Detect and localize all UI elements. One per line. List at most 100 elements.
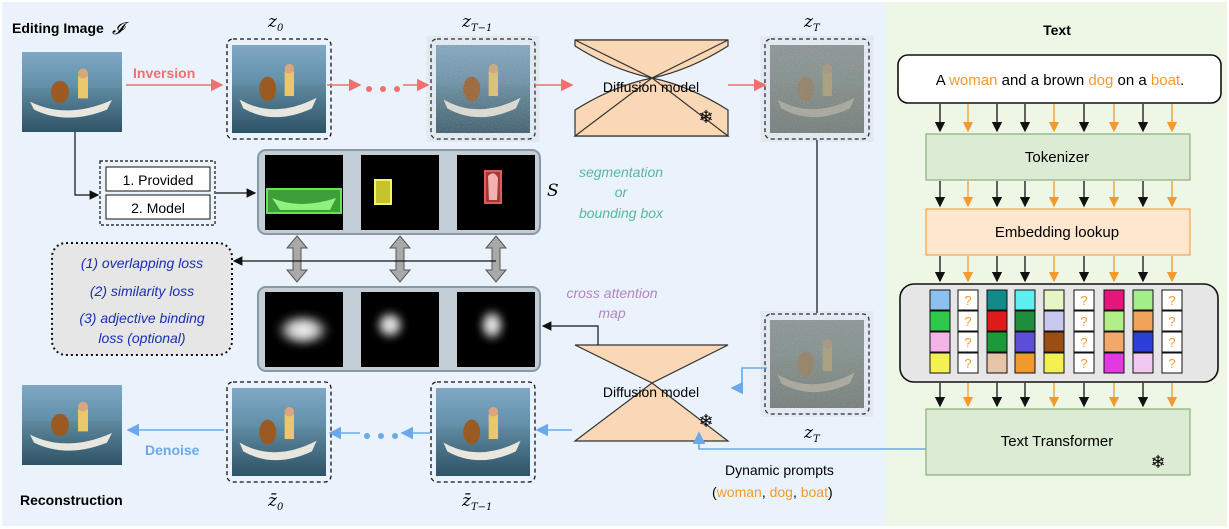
text-transformer-label: Text Transformer bbox=[1001, 433, 1114, 450]
embedding-cell bbox=[1043, 310, 1065, 332]
latent-zT1-sub: T−1 bbox=[471, 23, 492, 34]
loss-2: (2) similarity loss bbox=[90, 283, 194, 299]
diffusion-to-attention-arrow bbox=[541, 321, 599, 345]
mask-dog bbox=[361, 155, 439, 230]
attention-blob-dog bbox=[374, 309, 406, 341]
embedding-cell bbox=[929, 331, 951, 353]
embedding-cell bbox=[1014, 352, 1036, 374]
unknown-token-glyph: ? bbox=[1080, 335, 1087, 350]
embedding-cell bbox=[986, 310, 1008, 332]
dynamic-prompts-label: Dynamic prompts bbox=[725, 462, 834, 478]
source-option-model bbox=[105, 194, 211, 220]
embedding-cell bbox=[1103, 289, 1125, 311]
reconstruction-image bbox=[22, 385, 122, 465]
s-symbol: S bbox=[547, 181, 559, 201]
segmentation-text-2: or bbox=[615, 184, 629, 200]
latent-zbarT1-label: z̄ bbox=[461, 491, 472, 511]
embedding-cell bbox=[986, 331, 1008, 353]
latent-zT-image bbox=[764, 38, 870, 140]
embedding-cell-unknown bbox=[1161, 352, 1183, 374]
embedding-cell bbox=[1132, 352, 1154, 374]
diffusion-model-bottom bbox=[573, 344, 730, 442]
dynamic-word-boat: boat bbox=[801, 484, 828, 500]
ellipsis-dots-top bbox=[366, 86, 400, 92]
embedding-cell-unknown bbox=[1073, 310, 1095, 332]
zT-to-diffusion-arrow bbox=[730, 367, 767, 395]
latent-z0-sub: 0 bbox=[277, 23, 284, 34]
latent-zT-bottom-label: z bbox=[803, 423, 814, 443]
loss-3b: loss (optional) bbox=[98, 330, 185, 346]
latent-zT1-label: z bbox=[461, 12, 472, 32]
embedding-cell-unknown bbox=[957, 289, 979, 311]
embedding-cell-unknown bbox=[1161, 289, 1183, 311]
source-options-box bbox=[99, 160, 216, 226]
unknown-token-glyph: ? bbox=[1168, 356, 1175, 371]
embedding-cell-unknown bbox=[1161, 331, 1183, 353]
latent-zT1-image bbox=[430, 38, 536, 140]
unknown-token-glyph: ? bbox=[964, 293, 971, 308]
embedding-box bbox=[925, 208, 1191, 256]
loss-3a: (3) adjective binding bbox=[79, 310, 205, 326]
dynamic-prompts-words: (woman, dog, boat) bbox=[712, 484, 833, 500]
image-to-source-arrow bbox=[74, 132, 100, 200]
embedding-cell bbox=[1043, 352, 1065, 374]
embedding-cell-unknown bbox=[1073, 352, 1095, 374]
embedding-cell bbox=[986, 352, 1008, 374]
embedding-cell-unknown bbox=[957, 352, 979, 374]
dynamic-word-woman: woman bbox=[716, 484, 762, 500]
embedding-cell-unknown bbox=[1073, 331, 1095, 353]
token-arrows bbox=[934, 104, 1178, 408]
embedding-cell bbox=[929, 352, 951, 374]
unknown-token-glyph: ? bbox=[964, 356, 971, 371]
diffusion-model-bottom-label: Diffusion model bbox=[603, 384, 699, 400]
editing-image bbox=[22, 52, 122, 132]
unknown-token-glyph: ? bbox=[964, 335, 971, 350]
latent-zT-label: z bbox=[803, 12, 814, 32]
latent-zT-bottom-image bbox=[764, 313, 870, 415]
tokenizer-label: Tokenizer bbox=[1025, 149, 1089, 166]
embedding-cell bbox=[1103, 310, 1125, 332]
embedding-cell bbox=[1014, 310, 1036, 332]
tokenizer-box bbox=[925, 133, 1191, 181]
embedding-cell bbox=[1043, 331, 1065, 353]
loss-1: (1) overlapping loss bbox=[81, 255, 203, 271]
cross-attention-text-1: cross attention bbox=[566, 285, 657, 301]
unknown-token-glyph: ? bbox=[1080, 356, 1087, 371]
embedding-label: Embedding lookup bbox=[995, 224, 1119, 241]
attention-blob-boat bbox=[273, 312, 333, 348]
sentence-word-boat: boat bbox=[1151, 72, 1181, 89]
unknown-token-glyph: ? bbox=[1080, 293, 1087, 308]
embedding-columns: ???????????? bbox=[929, 289, 1183, 374]
reconstruction-label: Reconstruction bbox=[20, 492, 123, 508]
latent-zbar0-image bbox=[226, 381, 332, 483]
segmentation-text-3: bounding box bbox=[579, 205, 664, 221]
unknown-token-glyph: ? bbox=[1168, 335, 1175, 350]
inversion-label: Inversion bbox=[133, 65, 195, 81]
latent-zbarT1-sub: T−1 bbox=[471, 502, 492, 513]
unknown-token-glyph: ? bbox=[964, 314, 971, 329]
embedding-cell-unknown bbox=[1073, 289, 1095, 311]
sentence-box bbox=[897, 54, 1222, 104]
unknown-token-glyph: ? bbox=[1168, 293, 1175, 308]
text-panel-title: Text bbox=[1043, 22, 1071, 38]
snowflake-icon: ❄ bbox=[1150, 452, 1165, 472]
embedding-cell bbox=[1103, 331, 1125, 353]
sentence-text: A woman and a brown dog on a boat. bbox=[936, 72, 1185, 89]
embedding-cell bbox=[929, 289, 951, 311]
mask-boat-shape bbox=[272, 198, 336, 210]
dynamic-word-dog: dog bbox=[770, 484, 793, 500]
embedding-cell-unknown bbox=[957, 310, 979, 332]
denoise-label: Denoise bbox=[145, 442, 200, 458]
source-option-provided bbox=[105, 166, 211, 192]
mask-woman-shape bbox=[488, 173, 498, 200]
latent-zbar0-label: z̄ bbox=[267, 491, 278, 511]
embedding-cell bbox=[1014, 331, 1036, 353]
latent-zbar0-sub: 0 bbox=[277, 502, 284, 513]
attention-blob-woman bbox=[478, 307, 506, 343]
latent-z0-image bbox=[226, 38, 332, 140]
losses-box bbox=[51, 242, 233, 356]
embedding-cell bbox=[986, 289, 1008, 311]
sentence-word-woman: woman bbox=[948, 72, 997, 89]
